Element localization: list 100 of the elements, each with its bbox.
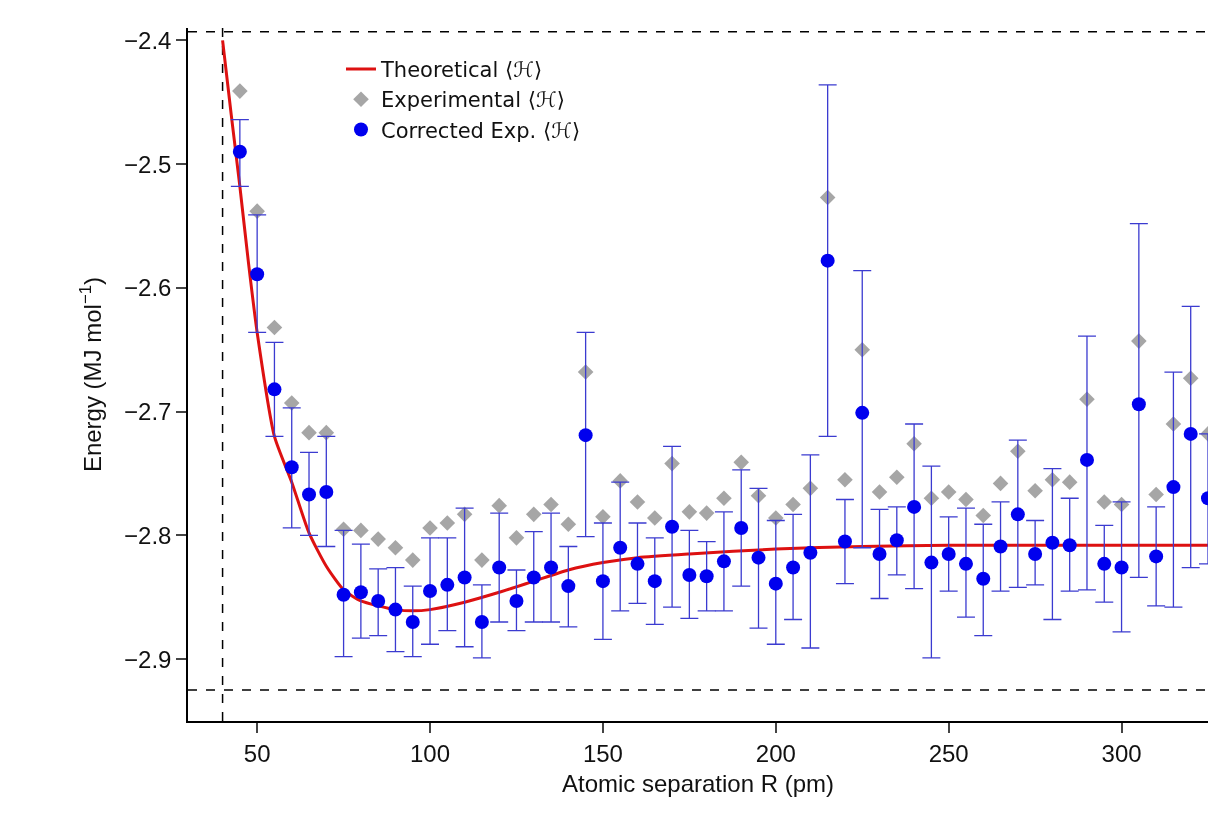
point <box>613 540 628 555</box>
point <box>682 567 697 582</box>
point <box>302 487 317 502</box>
x-tick-label: 50 <box>243 739 271 767</box>
point <box>1149 549 1164 564</box>
point <box>284 460 299 475</box>
point <box>422 520 438 536</box>
point <box>785 496 801 513</box>
x-axis-title: Atomic separation R (pm) <box>561 770 835 798</box>
point <box>388 602 403 617</box>
point <box>716 554 731 569</box>
point <box>751 550 766 565</box>
point <box>232 144 247 159</box>
point <box>439 515 456 531</box>
point <box>855 405 870 420</box>
point <box>544 560 559 575</box>
point <box>319 485 334 500</box>
point <box>543 496 559 513</box>
point <box>699 569 714 584</box>
point <box>907 499 922 514</box>
point <box>423 584 438 599</box>
point <box>353 522 369 539</box>
point <box>301 424 317 441</box>
point <box>1114 560 1129 575</box>
point <box>872 546 887 561</box>
point <box>716 490 732 507</box>
point <box>1183 426 1198 441</box>
point <box>1097 556 1112 571</box>
point <box>976 571 991 586</box>
y-tick-label: −2.4 <box>124 26 172 54</box>
point <box>1061 474 1078 490</box>
point <box>491 497 507 514</box>
x-tick-label: 300 <box>1101 739 1142 767</box>
point <box>387 539 404 556</box>
point <box>1028 546 1043 561</box>
point <box>440 577 455 592</box>
point <box>474 552 490 568</box>
point <box>404 552 421 568</box>
point <box>992 475 1009 492</box>
point <box>474 615 489 629</box>
y-tick-label: −2.8 <box>124 521 172 549</box>
point <box>975 507 992 524</box>
point <box>1131 397 1146 412</box>
x-tick-label: 250 <box>928 739 969 767</box>
point <box>405 615 420 629</box>
point <box>941 546 956 561</box>
point <box>889 533 904 548</box>
point <box>698 505 715 521</box>
point <box>578 428 593 443</box>
point <box>786 560 801 575</box>
point <box>837 534 852 549</box>
point <box>267 382 282 397</box>
point <box>681 504 698 520</box>
point <box>734 520 749 535</box>
point <box>1027 483 1043 499</box>
x-tick-label: 200 <box>755 739 796 767</box>
point <box>508 530 525 546</box>
point <box>1010 507 1025 522</box>
point <box>525 506 542 523</box>
legend-label: Corrected Exp. ⟨ℋ⟩ <box>381 118 581 143</box>
point <box>526 570 541 585</box>
point <box>1148 486 1164 503</box>
point <box>1166 480 1181 495</box>
point <box>958 556 973 571</box>
point <box>837 471 853 488</box>
point <box>665 519 680 534</box>
point <box>595 574 610 589</box>
point <box>820 253 835 268</box>
point <box>336 587 351 602</box>
point <box>958 491 974 508</box>
point <box>993 539 1008 554</box>
point <box>595 509 611 525</box>
point <box>1079 452 1094 467</box>
y-tick-label: −2.6 <box>124 274 172 302</box>
x-tick-label: 150 <box>582 739 623 767</box>
point <box>561 579 576 594</box>
point <box>768 576 783 591</box>
point <box>560 516 577 533</box>
point <box>889 469 905 486</box>
point <box>1062 538 1077 553</box>
point <box>492 560 507 575</box>
legend-label: Experimental ⟨ℋ⟩ <box>381 88 565 113</box>
point <box>646 510 663 526</box>
point <box>266 319 283 336</box>
y-tick-label: −2.9 <box>124 645 172 673</box>
point <box>629 494 646 510</box>
point <box>803 545 818 560</box>
point <box>1045 535 1060 550</box>
point <box>940 484 957 500</box>
point <box>647 574 662 589</box>
point <box>457 570 472 585</box>
point <box>871 484 888 500</box>
point <box>924 555 939 570</box>
y-tick-label: −2.5 <box>124 150 172 178</box>
point <box>509 593 524 608</box>
point <box>733 454 750 471</box>
point <box>353 585 368 600</box>
point <box>1096 494 1113 510</box>
point <box>630 556 645 571</box>
point <box>250 267 265 282</box>
